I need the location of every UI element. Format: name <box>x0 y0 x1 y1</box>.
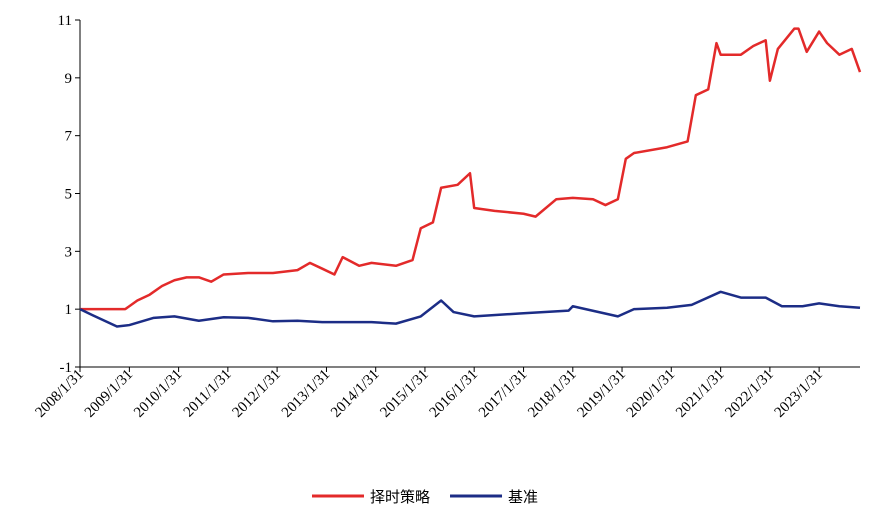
x-tick-label: 2015/1/31 <box>377 367 431 421</box>
x-tick-label: 2013/1/31 <box>279 367 333 421</box>
x-tick-label: 2016/1/31 <box>427 367 481 421</box>
x-tick-label: 2023/1/31 <box>772 367 826 421</box>
x-tick-label: 2009/1/31 <box>82 367 136 421</box>
y-tick-label: 11 <box>58 13 72 29</box>
x-tick-label: 2012/1/31 <box>230 367 284 421</box>
y-tick-label: 9 <box>65 71 73 87</box>
y-tick-label: 1 <box>65 302 73 318</box>
y-tick-label: 3 <box>65 244 73 260</box>
x-tick-label: 2010/1/31 <box>131 367 185 421</box>
legend-label: 基准 <box>508 489 538 506</box>
x-tick-label: 2020/1/31 <box>624 367 678 421</box>
y-tick-label: 7 <box>65 129 73 145</box>
x-tick-label: 2019/1/31 <box>575 367 629 421</box>
x-tick-label: 2022/1/31 <box>722 367 776 421</box>
legend-label: 择时策略 <box>370 489 430 506</box>
x-tick-label: 2021/1/31 <box>673 367 727 421</box>
x-tick-label: 2017/1/31 <box>476 367 530 421</box>
y-tick-label: 5 <box>65 187 73 203</box>
y-tick-label: -1 <box>60 360 73 376</box>
line-series <box>79 290 861 328</box>
x-tick-label: 2011/1/31 <box>181 367 235 421</box>
x-tick-label: 2014/1/31 <box>328 367 382 421</box>
x-tick-label: 2018/1/31 <box>525 367 579 421</box>
line-series <box>80 27 862 311</box>
